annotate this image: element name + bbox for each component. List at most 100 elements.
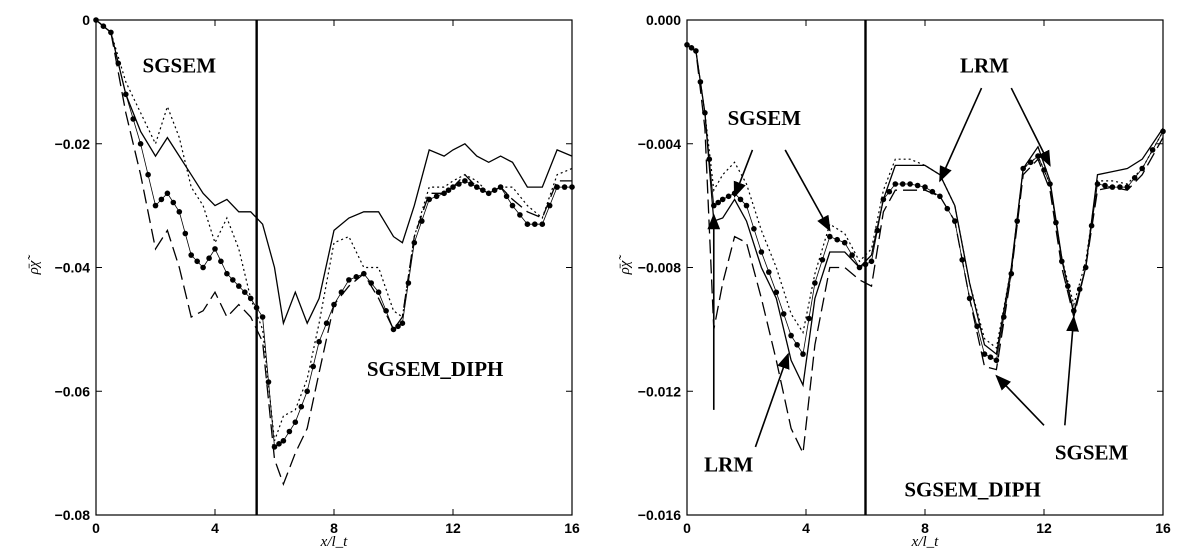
series-marker-point xyxy=(539,221,546,227)
series-marker-point xyxy=(433,193,440,200)
y-axis-label: ρ̄χ̃ xyxy=(617,255,633,276)
series-marker-point xyxy=(944,205,951,212)
series-marker-point xyxy=(474,184,480,190)
series-marker-point xyxy=(1065,283,1071,289)
series-marker-point xyxy=(780,311,787,317)
series-marker-point xyxy=(697,79,704,85)
series-marker-point xyxy=(188,252,194,258)
series-dashed-line xyxy=(95,19,572,486)
series-marker-point xyxy=(1109,184,1116,190)
series-marker-point xyxy=(800,351,806,357)
annotation-label: SGSEM xyxy=(728,106,802,130)
series-marker-point xyxy=(304,388,311,395)
series-marker-point xyxy=(1047,181,1053,187)
series-marker-point xyxy=(419,218,425,224)
x-tick-label: 4 xyxy=(802,520,810,536)
series-marker-point xyxy=(827,233,833,240)
series-marker-point xyxy=(993,357,1000,364)
y-tick-label: 0.000 xyxy=(646,12,681,28)
y-tick-label: −0.008 xyxy=(638,260,681,276)
series-marker-point xyxy=(259,314,266,320)
series-marker-point xyxy=(399,320,406,327)
series-dotted-line xyxy=(95,19,573,442)
y-tick-label: −0.04 xyxy=(55,260,91,276)
annotation-arrow xyxy=(733,149,754,198)
annotation-label: LRM xyxy=(960,54,1009,78)
annotation-arrow xyxy=(754,352,790,448)
series-marker-point xyxy=(485,190,492,197)
series-marker-point xyxy=(242,289,248,296)
x-tick-label: 8 xyxy=(330,520,338,536)
y-tick-label: −0.004 xyxy=(638,136,681,152)
x-tick-label: 0 xyxy=(683,520,691,536)
series-marker-point xyxy=(554,184,560,190)
series-marker-point xyxy=(1102,182,1108,189)
series-marker-point xyxy=(569,184,575,190)
x-axis-label: x/l_t xyxy=(320,534,348,548)
series-marker-point xyxy=(230,277,236,283)
series-marker-point xyxy=(1124,184,1131,190)
series-marker-point xyxy=(298,403,305,410)
y-tick-label: −0.02 xyxy=(55,136,91,152)
series-solid-line xyxy=(95,19,573,326)
series-marker-point xyxy=(737,196,744,203)
series-marker-point xyxy=(702,110,708,116)
series-marker-point xyxy=(152,202,159,209)
series-marker-point xyxy=(856,264,863,271)
series-marker-point xyxy=(819,257,826,263)
y-tick-label: −0.06 xyxy=(55,383,91,399)
series-marker-point xyxy=(987,354,994,361)
y-tick-label: −0.08 xyxy=(55,507,91,523)
series-marker-point xyxy=(532,221,538,227)
series-marker-point xyxy=(411,239,418,246)
x-tick-label: 8 xyxy=(921,520,929,536)
series-marker-point xyxy=(123,91,129,98)
series-marker-point xyxy=(1160,128,1166,135)
x-tick-label: 16 xyxy=(564,520,580,536)
series-marker-point xyxy=(164,190,171,197)
series-marker-point xyxy=(108,29,114,36)
y-tick-label: −0.012 xyxy=(638,383,681,399)
x-tick-label: 0 xyxy=(92,520,100,536)
annotation-arrow xyxy=(784,149,831,232)
series-marker-point xyxy=(715,199,721,206)
series-marker-point xyxy=(292,419,299,426)
series-marker-point xyxy=(497,184,504,190)
series-marker-point xyxy=(914,182,921,189)
series-marker-point xyxy=(725,193,732,200)
plot-frame xyxy=(95,19,573,516)
series-marker-point xyxy=(1035,153,1041,159)
series-marker-point xyxy=(361,270,367,277)
series-marker-point xyxy=(1059,258,1065,265)
series-marker-point xyxy=(907,181,913,187)
series-solid-line xyxy=(686,44,1164,388)
series-marker-point xyxy=(395,323,401,330)
series-marker-point xyxy=(426,196,433,203)
y-tick-label: 0 xyxy=(82,12,90,28)
series-marker-point xyxy=(276,441,282,447)
series-marker-point xyxy=(491,187,498,193)
series-marker-point xyxy=(1076,286,1083,293)
series-marker-point xyxy=(158,196,165,203)
series-marker-point xyxy=(441,190,447,197)
series-marker-point xyxy=(137,141,144,147)
series-marker-point xyxy=(788,332,794,339)
x-tick-label: 16 xyxy=(1155,520,1171,536)
series-marker-point xyxy=(546,202,553,209)
series-marker-point xyxy=(952,218,958,224)
annotation-arrow xyxy=(1010,87,1051,167)
series-marker-point xyxy=(981,351,988,357)
series-marker-point xyxy=(892,181,899,187)
series-markers-line xyxy=(686,44,1164,361)
series-marker-point xyxy=(693,48,699,54)
series-marker-point xyxy=(1020,165,1026,172)
series-marker-point xyxy=(310,363,317,370)
series-marker-point xyxy=(959,257,965,263)
series-marker-point xyxy=(766,269,772,275)
series-marker-point xyxy=(1131,175,1138,181)
series-marker-point xyxy=(806,315,812,322)
series-marker-point xyxy=(509,202,516,209)
annotation-label: SGSEM_DIPH xyxy=(367,357,504,381)
series-marker-point xyxy=(200,264,206,271)
series-marker-point xyxy=(468,181,474,187)
